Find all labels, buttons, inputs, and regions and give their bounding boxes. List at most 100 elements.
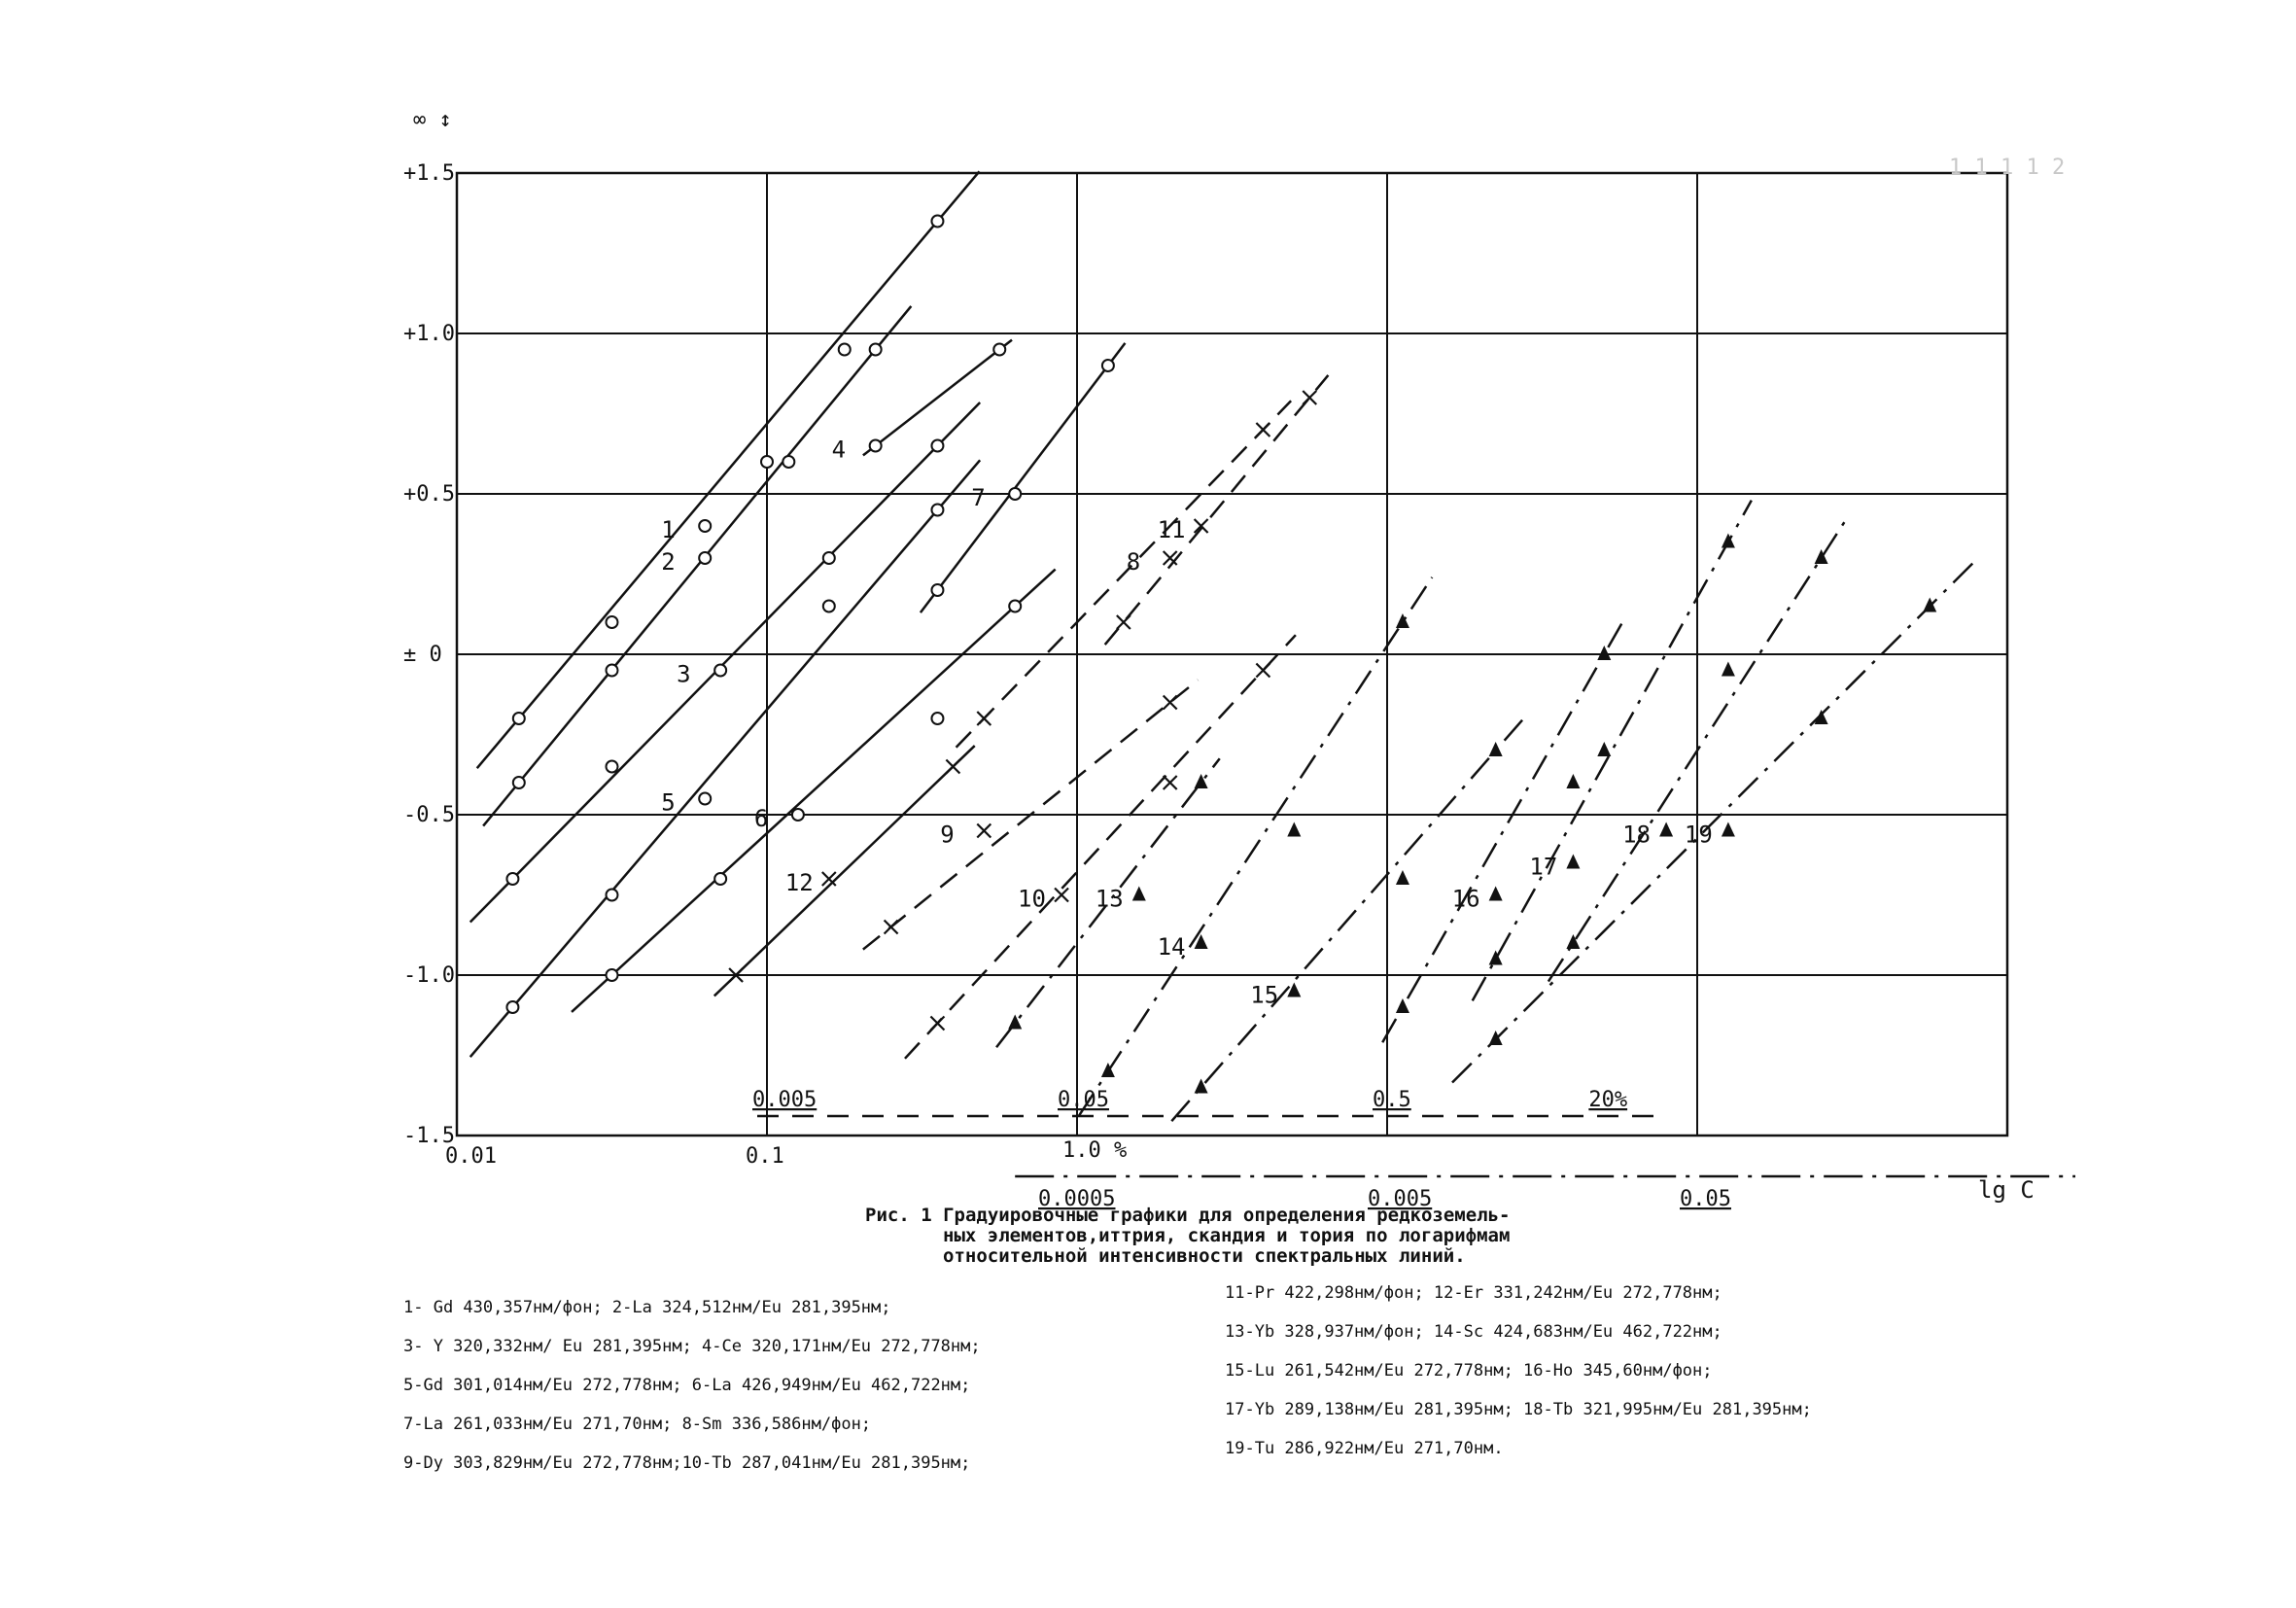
series-line-5: [469, 459, 982, 1058]
data-point-18: [1814, 549, 1828, 564]
curve-label-8: 8: [1127, 548, 1140, 576]
y-tick-label: ± 0: [403, 643, 442, 667]
data-point-5: [930, 503, 945, 517]
legend-right: 11-Pr 422,298нм/фон; 12-Er 331,242нм/Eu …: [1225, 1274, 1983, 1468]
data-point-16: [1488, 886, 1503, 901]
data-point-7: [1008, 487, 1023, 501]
legend-entry: 15-Lu 261,542нм/Eu 272,778нм; 16-Ho 345,…: [1225, 1361, 1713, 1381]
caption-line-3: относительной интенсивности спектральных…: [943, 1245, 1466, 1267]
curve-label-1: 1: [661, 516, 675, 543]
legend-entry: 5-Gd 301,014нм/Eu 272,778нм; 6-La 426,94…: [403, 1376, 971, 1395]
data-point-18: [1659, 821, 1674, 837]
data-point-3: [713, 663, 728, 678]
data-point-6: [930, 712, 945, 725]
data-point-2: [868, 342, 883, 357]
curve-label-14: 14: [1158, 933, 1186, 961]
data-point-3: [821, 551, 836, 565]
y-tick-label: +1.0: [403, 322, 455, 346]
data-point-5: [698, 791, 713, 806]
data-point-3: [605, 759, 619, 774]
data-point-1: [930, 214, 945, 228]
data-point-11: [1302, 390, 1318, 405]
data-point-19: [1814, 710, 1828, 724]
data-point-15: [1395, 870, 1409, 885]
data-point-17: [1721, 533, 1735, 548]
data-point-6: [713, 872, 728, 886]
data-point-1: [760, 455, 774, 469]
y-tick-label: -1.0: [403, 963, 455, 988]
series-line-2: [482, 305, 913, 827]
data-point-10: [1255, 662, 1271, 679]
percent-scale-label: 20%: [1588, 1088, 1627, 1112]
data-point-16: [1395, 998, 1409, 1013]
data-point-6: [790, 808, 805, 821]
curve-label-5: 5: [661, 789, 675, 817]
data-point-17: [1488, 950, 1503, 965]
lower-scale-label: 0.005: [1368, 1187, 1432, 1211]
top-right-mark: 1 1 1 1 2: [1949, 156, 2066, 180]
series-line-14: [1077, 577, 1434, 1117]
data-point-2: [511, 776, 526, 789]
data-point-11: [1193, 518, 1209, 534]
series-line-7: [919, 342, 1127, 613]
data-point-13: [1008, 1014, 1023, 1030]
figure-caption: Рис. 1 Градуировочные графики для опреде…: [865, 1206, 1604, 1267]
curve-label-19: 19: [1685, 821, 1713, 849]
data-point-12: [728, 967, 744, 983]
data-point-4: [992, 342, 1007, 357]
curve-label-7: 7: [971, 484, 985, 511]
data-point-7: [1100, 359, 1115, 372]
series-line-1: [475, 170, 981, 769]
x-tick-label: 0.01: [445, 1144, 497, 1169]
legend-entry: 19-Tu 286,922нм/Eu 271,70нм.: [1225, 1439, 1504, 1458]
data-point-16: [1597, 646, 1612, 660]
y-tick-label: -0.5: [403, 803, 455, 827]
lower-scale-label: 0.05: [1680, 1187, 1731, 1211]
curve-label-6: 6: [754, 805, 768, 832]
legend-entry: 9-Dy 303,829нм/Eu 272,778нм;10-Tb 287,04…: [403, 1453, 971, 1473]
data-point-2: [605, 663, 619, 678]
data-point-15: [1287, 982, 1302, 997]
percent-scale-label: 0.5: [1373, 1088, 1411, 1112]
data-point-12: [821, 871, 837, 887]
data-point-19: [1721, 821, 1735, 837]
percent-unit-label: 1.0 %: [1062, 1138, 1127, 1163]
y-tick-label: +1.5: [403, 161, 455, 186]
data-point-16: [1566, 774, 1581, 788]
data-point-12: [945, 758, 961, 775]
y-axis-ticks: +1.5 +1.0 +0.5 ± 0 -0.5 -1.0 -1.5: [403, 161, 455, 1148]
legend-entry: 1- Gd 430,357нм/фон; 2-La 324,512нм/Eu 2…: [403, 1298, 891, 1317]
series-line-9: [862, 679, 1200, 951]
caption-line-1: Рис. 1 Градуировочные графики для опреде…: [865, 1205, 1511, 1226]
data-point-1: [605, 615, 619, 629]
series-layer: [469, 170, 1974, 1122]
series-line-17: [1471, 499, 1753, 1002]
data-point-18: [1566, 934, 1581, 949]
data-point-8: [1255, 422, 1271, 437]
series-line-4: [862, 338, 1013, 457]
series-line-18: [1547, 518, 1848, 983]
curve-label-12: 12: [785, 869, 814, 896]
data-point-9: [976, 822, 992, 839]
legend-entry: 13-Yb 328,937нм/фон; 14-Sc 424,683нм/Eu …: [1225, 1322, 1722, 1342]
x-axis-ticks: 0.01 0.10.005 0.05 0.5 20%1.0 %0.0005 0.005 0.…: [445, 1088, 2075, 1211]
data-point-8: [976, 711, 992, 726]
percent-scale-label: 0.005: [752, 1088, 817, 1112]
data-point-8: [1162, 550, 1178, 566]
data-point-1: [511, 712, 526, 725]
data-point-11: [1116, 614, 1131, 630]
legend-entry: 7-La 261,033нм/Eu 271,70нм; 8-Sm 336,586…: [403, 1415, 872, 1434]
data-point-3: [505, 872, 520, 886]
curve-label-9: 9: [940, 821, 954, 849]
data-point-10: [1054, 887, 1069, 903]
data-point-1: [837, 342, 852, 357]
data-point-5: [821, 599, 836, 613]
data-point-7: [930, 583, 945, 597]
data-point-15: [1488, 742, 1503, 756]
series-line-11: [1103, 374, 1330, 646]
curve-label-15: 15: [1250, 982, 1278, 1009]
legend-left: 1- Gd 430,357нм/фон; 2-La 324,512нм/Eu 2…: [403, 1288, 1181, 1483]
data-point-19: [1923, 597, 1937, 612]
curve-label-11: 11: [1158, 516, 1186, 543]
